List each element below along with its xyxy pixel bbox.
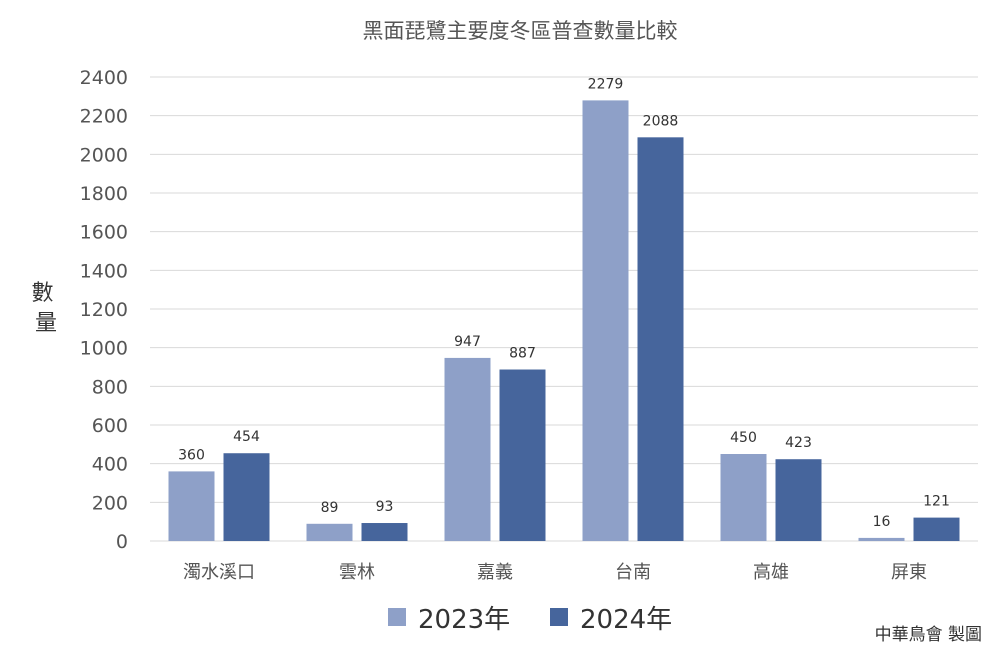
y-tick-label: 1400: [80, 260, 128, 282]
chart-title: 黑面琵鷺主要度冬區普查數量比較: [363, 19, 678, 43]
x-category-label: 雲林: [339, 562, 375, 583]
legend-label: 2024年: [580, 605, 672, 635]
x-category-label: 嘉義: [477, 562, 513, 583]
data-label: 360: [178, 447, 205, 463]
x-category-label: 屏東: [891, 562, 927, 583]
bar: [223, 453, 270, 541]
data-label: 887: [509, 346, 536, 362]
data-label: 454: [233, 429, 260, 445]
y-tick-label: 400: [92, 454, 128, 476]
legend-swatch: [550, 608, 568, 626]
y-axis-label: 數 量: [31, 281, 60, 336]
y-tick-label: 800: [92, 376, 128, 398]
y-tick-label: 1800: [80, 183, 128, 205]
x-category-label: 高雄: [753, 562, 789, 583]
bar: [720, 454, 767, 541]
data-label: 121: [923, 494, 950, 510]
bar: [361, 523, 408, 541]
data-label: 93: [376, 499, 394, 515]
gridlines: [150, 76, 978, 542]
data-label: 2088: [643, 113, 679, 129]
data-label: 947: [454, 334, 481, 350]
data-label: 89: [321, 500, 339, 516]
y-tick-label: 1200: [80, 299, 128, 321]
bar: [775, 459, 822, 541]
y-tick-label: 1000: [80, 338, 128, 360]
bar: [637, 137, 684, 541]
y-axis-ticks: 0 200 400 600 800 1000 1200 1400 1600 1800 2000 220…: [80, 67, 128, 553]
y-tick-label: 2000: [80, 144, 128, 166]
y-tick-label: 2200: [80, 106, 128, 128]
x-axis-categories: 濁水溪口 雲林 嘉義 台南 高雄 屏東: [183, 562, 927, 583]
data-labels: 360 454 89 93 947 887 2279 2088 450 423 16 121: [178, 76, 950, 530]
bar: [499, 369, 546, 541]
y-tick-label: 200: [92, 492, 128, 514]
bar: [582, 100, 629, 541]
bar: [913, 517, 960, 541]
y-tick-label: 600: [92, 415, 128, 437]
legend-label: 2023年: [418, 605, 510, 635]
data-label: 16: [873, 514, 891, 530]
bar: [858, 537, 905, 541]
bars: [168, 100, 960, 541]
bar: [444, 357, 491, 541]
data-label: 423: [785, 435, 812, 451]
bar: [306, 523, 353, 541]
x-category-label: 濁水溪口: [183, 562, 255, 583]
y-tick-label: 1600: [80, 222, 128, 244]
credit-text: 中華鳥會 製圖: [875, 625, 982, 645]
x-category-label: 台南: [615, 562, 651, 583]
legend-swatch: [388, 608, 406, 626]
bar: [168, 471, 215, 541]
legend: 2023年 2024年: [388, 605, 672, 635]
data-label: 2279: [588, 76, 624, 92]
y-tick-label: 0: [116, 531, 128, 553]
y-tick-label: 2400: [80, 67, 128, 89]
data-label: 450: [730, 430, 757, 446]
